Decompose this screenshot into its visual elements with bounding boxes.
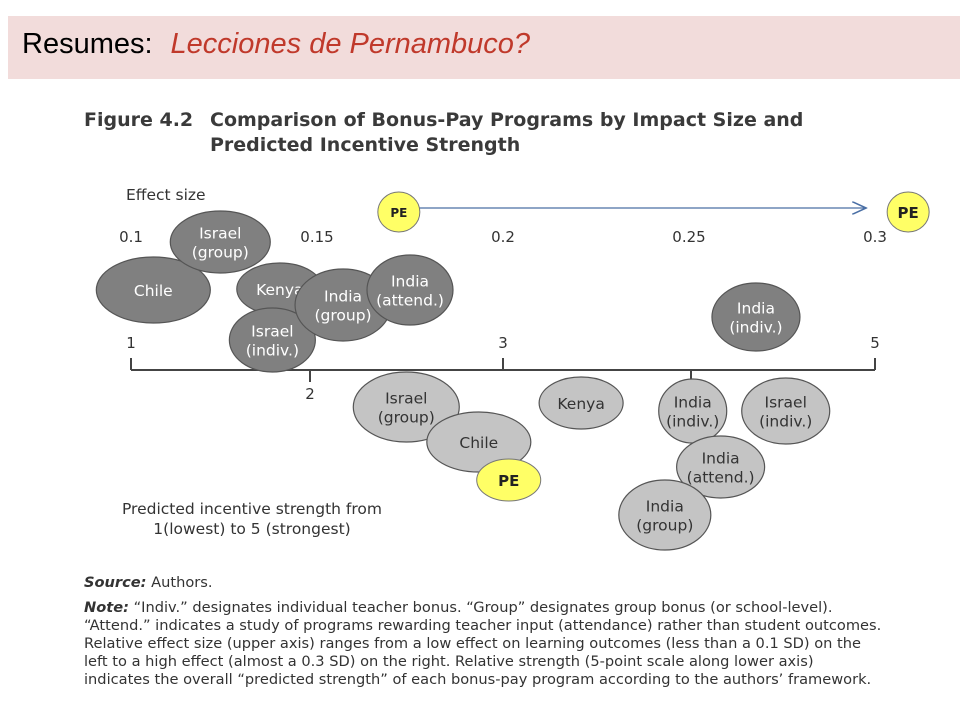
source-note: Source: Authors. (84, 574, 884, 592)
strength-point (618, 479, 712, 551)
upper-tick-label: 0.25 (672, 228, 705, 246)
pe-marker-start-label: PE (390, 206, 407, 220)
slide-title-sub: Lecciones de Pernambuco? (170, 28, 531, 60)
effect-point-label: (group) (192, 244, 249, 262)
slide-header: Resumes: Lecciones de Pernambuco? (8, 16, 960, 79)
effect-point (711, 282, 801, 352)
upper-tick-label: 0.1 (119, 228, 143, 246)
strength-point-label: Kenya (557, 395, 604, 413)
effect-point-label: India (391, 273, 429, 291)
lower-tick-label: 1 (126, 334, 136, 352)
strength-point-label: India (702, 450, 740, 468)
effect-point-label: (indiv.) (246, 342, 299, 360)
lower-tick-label: 5 (870, 334, 880, 352)
strength-point-label: (indiv.) (759, 413, 812, 431)
note-text: “Indiv.” designates individual teacher b… (84, 599, 882, 688)
lower-axis-label-line2: 1(lowest) to 5 (strongest) (153, 520, 350, 538)
upper-tick-label: 0.3 (863, 228, 887, 246)
source-text: Authors. (146, 574, 213, 591)
strength-point-label: (group) (636, 517, 693, 535)
effect-point-label: Chile (134, 282, 173, 300)
strength-point (676, 435, 766, 499)
effect-point-label: Israel (251, 323, 293, 341)
strength-point-label: Israel (385, 390, 427, 408)
pe-marker-start (377, 191, 421, 233)
effect-point-label: (group) (314, 307, 371, 325)
figure-notes: Source: Authors. Note: “Indiv.” designat… (84, 574, 884, 696)
strength-point-label: India (674, 394, 712, 412)
strength-point-label: India (646, 498, 684, 516)
upper-tick-label: 0.15 (300, 228, 333, 246)
strength-point-label: (indiv.) (666, 413, 719, 431)
effect-point (228, 307, 316, 373)
strength-point-label: Israel (765, 394, 807, 412)
figure-title: Figure 4.2 Comparison of Bonus-Pay Progra… (84, 108, 803, 158)
pe-marker-end-label: PE (898, 204, 919, 222)
effect-point (169, 210, 271, 274)
lower-tick-label: 2 (305, 385, 315, 403)
effect-point (95, 256, 211, 324)
effect-point-label: India (737, 300, 775, 318)
slide-title: Resumes: Lecciones de Pernambuco? (22, 28, 530, 61)
upper-axis-label: Effect size (126, 186, 206, 204)
effect-point-label: Israel (199, 225, 241, 243)
effect-point-label: India (324, 288, 362, 306)
note-label: Note: (84, 599, 129, 616)
effect-point-label: Kenya (256, 281, 303, 299)
effect-point-label: (attend.) (376, 292, 444, 310)
effect-point (366, 254, 454, 326)
note-paragraph: Note: “Indiv.” designates individual tea… (84, 599, 884, 689)
effect-point-label: (indiv.) (729, 319, 782, 337)
strength-point (538, 376, 624, 430)
pe-marker-end (886, 191, 930, 233)
strength-point (741, 377, 831, 445)
lower-axis-label-line1: Predicted incentive strength from (122, 500, 382, 518)
upper-tick-label: 0.2 (491, 228, 515, 246)
strength-point (352, 371, 460, 443)
figure-number: Figure 4.2 (84, 109, 194, 131)
figure-title-line1: Comparison of Bonus-Pay Programs by Impa… (210, 109, 804, 131)
source-label: Source: (84, 574, 147, 591)
bonus-pay-chart: Effect size0.10.150.20.250.312345Predict… (95, 186, 930, 551)
strength-point-label: (group) (378, 409, 435, 427)
strength-point-label: Chile (459, 434, 498, 452)
strength-point-label: (attend.) (687, 469, 755, 487)
lower-tick-label: 3 (498, 334, 508, 352)
pe-marker-strength (476, 458, 542, 502)
slide-title-main: Resumes: (22, 28, 153, 60)
pe-marker-strength-label: PE (498, 472, 519, 490)
figure-title-line2: Predicted Incentive Strength (210, 134, 521, 156)
